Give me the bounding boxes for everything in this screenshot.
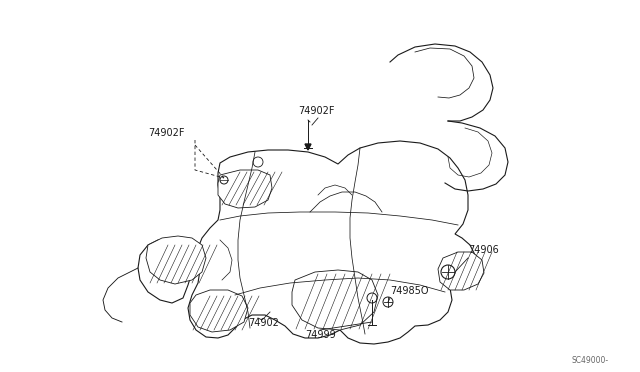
- Polygon shape: [138, 141, 475, 344]
- Text: 74902: 74902: [248, 318, 279, 328]
- Text: 74906: 74906: [468, 245, 499, 255]
- Polygon shape: [305, 144, 311, 150]
- Polygon shape: [218, 170, 272, 208]
- Polygon shape: [438, 252, 484, 290]
- Text: 74999: 74999: [305, 330, 336, 340]
- Text: 74985O: 74985O: [390, 286, 429, 296]
- Text: 74902F: 74902F: [148, 128, 184, 138]
- Polygon shape: [292, 270, 378, 330]
- Polygon shape: [146, 236, 206, 284]
- Text: SC49000-: SC49000-: [572, 356, 609, 365]
- Polygon shape: [190, 290, 248, 332]
- Text: 74902F: 74902F: [298, 106, 335, 116]
